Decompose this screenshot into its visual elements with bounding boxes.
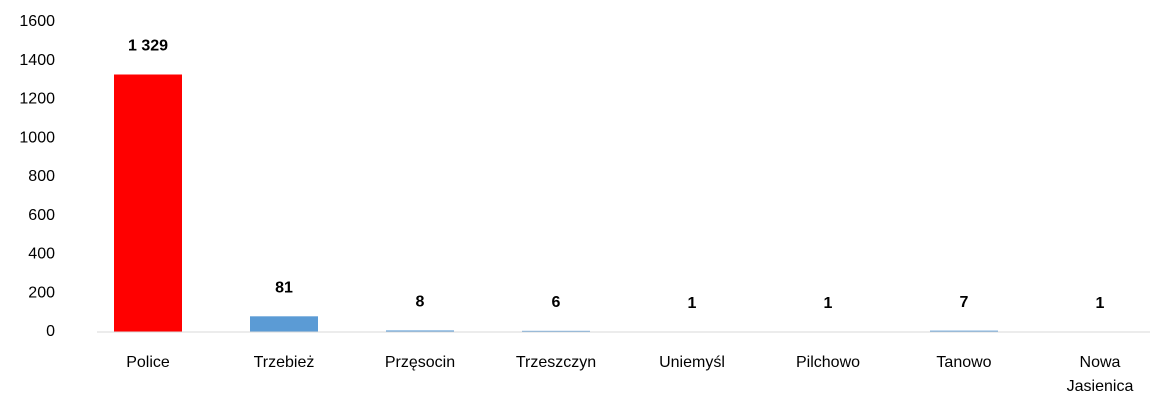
value-label: 8 (416, 294, 425, 311)
x-tick-label: Police (126, 354, 170, 371)
x-tick-label: Nowa Jasienica (1067, 354, 1134, 395)
y-tick-label: 0 (46, 323, 55, 340)
bar (250, 316, 318, 332)
value-label: 1 329 (128, 38, 168, 55)
bar (114, 74, 182, 332)
x-tick-label: Uniemyśl (659, 354, 725, 371)
y-tick-label: 200 (28, 284, 55, 301)
y-tick-label: 1200 (19, 91, 55, 108)
x-tick-label: Pilchowo (796, 354, 860, 371)
bar (930, 330, 998, 332)
y-tick-label: 400 (28, 246, 55, 263)
bar (386, 330, 454, 332)
y-tick-label: 1400 (19, 52, 55, 69)
y-tick-label: 800 (28, 168, 55, 185)
x-tick-label: Trzeszczyn (516, 354, 596, 371)
x-tick-label: Przęsocin (385, 354, 455, 371)
value-label: 1 (824, 295, 833, 312)
bar (522, 330, 590, 332)
y-tick-label: 600 (28, 207, 55, 224)
value-label: 7 (960, 294, 969, 311)
x-tick-label: Trzebież (254, 354, 315, 371)
value-label: 1 (1096, 295, 1105, 312)
y-tick-label: 1000 (19, 129, 55, 146)
value-label: 1 (688, 295, 697, 312)
value-label: 6 (552, 294, 561, 311)
y-tick-label: 1600 (19, 13, 55, 30)
x-tick-label: Tanowo (936, 354, 991, 371)
value-label: 81 (275, 280, 293, 297)
